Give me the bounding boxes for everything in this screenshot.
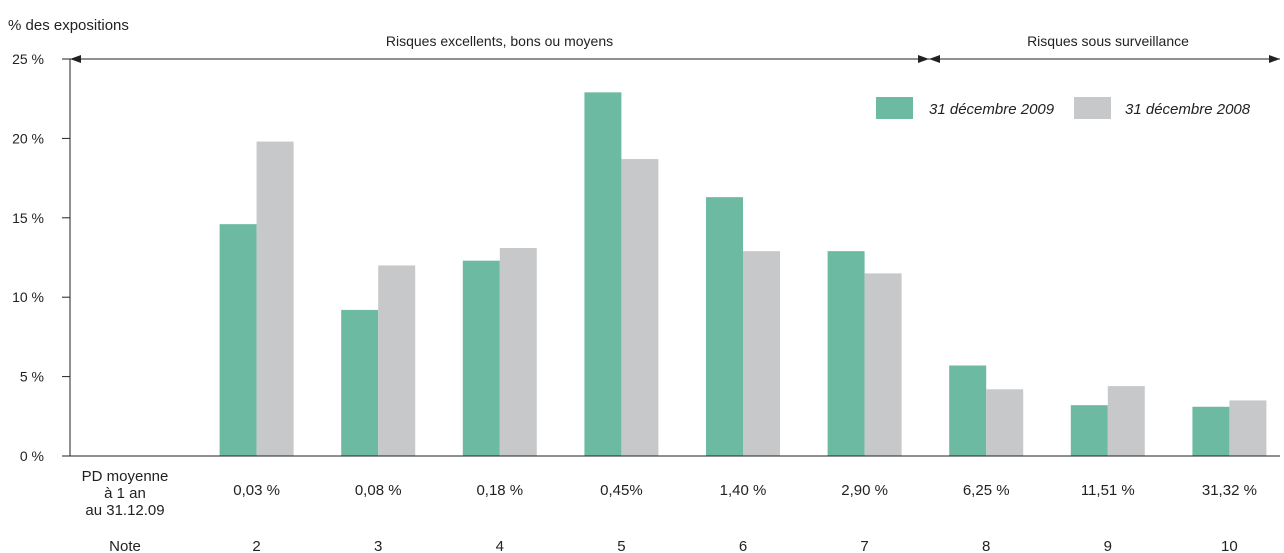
legend-label-1: 31 décembre 2008 xyxy=(1125,101,1251,118)
arrow-head xyxy=(929,55,940,63)
bar-2008-note-6 xyxy=(743,251,780,456)
bar-2008-note-7 xyxy=(864,273,902,456)
bars xyxy=(70,92,1280,457)
pd-value-label: 0,45% xyxy=(600,482,643,499)
y-tick-label: 0 % xyxy=(20,448,44,464)
zone-label-surveillance: Risques sous surveillance xyxy=(1027,33,1189,49)
bar-2009-note-8 xyxy=(949,365,987,456)
pd-row-label: à 1 an xyxy=(104,485,146,502)
bar-2008-note-10 xyxy=(1229,400,1267,456)
note-tick-label: 4 xyxy=(496,538,504,553)
y-tick-label: 5 % xyxy=(20,369,44,385)
y-tick-label: 20 % xyxy=(12,130,44,146)
note-row-label: Note xyxy=(109,538,141,553)
legend-swatch-1 xyxy=(1074,97,1111,119)
pd-value-label: 0,03 % xyxy=(233,482,280,499)
bar-2009-note-6 xyxy=(706,197,743,456)
note-tick-label: 10 xyxy=(1221,538,1238,553)
y-axis-title: % des expositions xyxy=(8,17,129,34)
note-tick-label: 3 xyxy=(374,538,382,553)
legend: 31 décembre 2009 31 décembre 2008 xyxy=(876,97,1251,119)
bar-2008-note-9 xyxy=(1107,386,1145,456)
bar-2009-note-3 xyxy=(341,309,379,456)
risk-zones: Risques excellents, bons ou moyens Risque… xyxy=(70,33,1280,63)
note-tick-label: 7 xyxy=(860,538,868,553)
bar-2009-note-7 xyxy=(827,251,865,456)
zone-label-excellent: Risques excellents, bons ou moyens xyxy=(386,33,613,49)
y-tick-label: 10 % xyxy=(12,289,44,305)
arrow-head xyxy=(918,55,929,63)
bar-2008-note-8 xyxy=(986,389,1024,456)
bar-2008-note-2 xyxy=(256,141,294,457)
pd-value-label: 31,32 % xyxy=(1202,482,1257,499)
note-tick-label: 9 xyxy=(1104,538,1112,553)
bar-2009-note-5 xyxy=(584,92,622,457)
note-tick-label: 2 xyxy=(252,538,260,553)
y-axis: 0 % 5 % 10 % 15 % 20 % 25 % xyxy=(12,51,71,464)
pd-value-label: 0,18 % xyxy=(476,482,523,499)
note-tick-label: 6 xyxy=(739,538,747,553)
pd-value-label: 1,40 % xyxy=(720,482,767,499)
note-tick-label: 8 xyxy=(982,538,990,553)
legend-swatch-0 xyxy=(876,97,913,119)
bar-2009-note-10 xyxy=(1192,406,1230,456)
bar-2009-note-2 xyxy=(219,224,257,456)
pd-value-label: 2,90 % xyxy=(841,482,888,499)
bar-2008-note-5 xyxy=(621,159,659,456)
bar-2008-note-3 xyxy=(378,265,416,456)
legend-label-0: 31 décembre 2009 xyxy=(929,101,1055,118)
note-tick-label: 5 xyxy=(617,538,625,553)
pd-row-label: PD moyenne xyxy=(82,468,169,485)
pd-value-label: 6,25 % xyxy=(963,482,1010,499)
bar-2009-note-9 xyxy=(1070,405,1108,456)
pd-row-label: au 31.12.09 xyxy=(85,502,164,519)
y-tick-label: 15 % xyxy=(12,210,44,226)
bar-2008-note-4 xyxy=(499,247,537,456)
arrow-head xyxy=(70,55,81,63)
pd-value-label: 11,51 % xyxy=(1081,482,1135,499)
bar-2009-note-4 xyxy=(462,260,500,456)
arrow-head xyxy=(1269,55,1280,63)
pd-value-label: 0,08 % xyxy=(355,482,402,499)
y-tick-label: 25 % xyxy=(12,51,44,67)
